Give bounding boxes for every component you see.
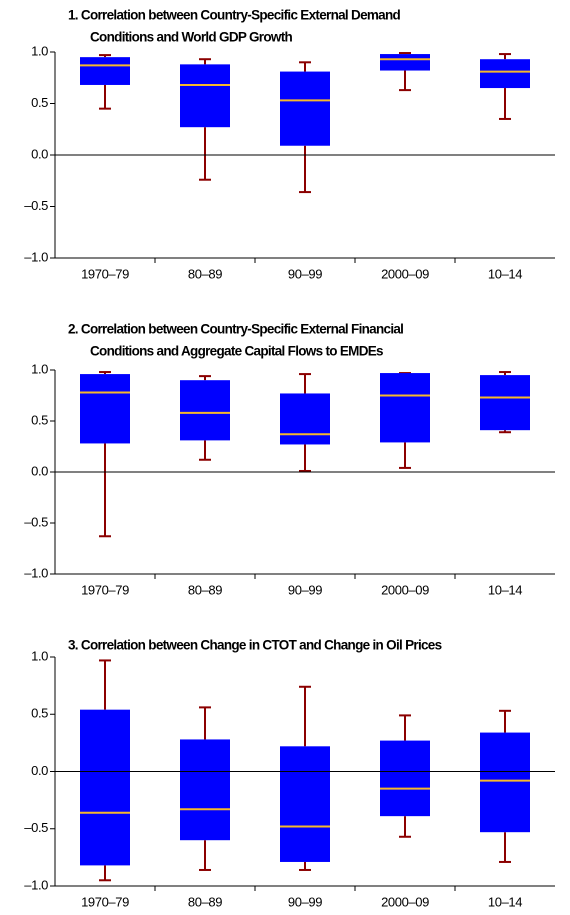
chart-title: 2. Correlation between Country-Specific … [68, 322, 403, 337]
box [180, 380, 230, 441]
chart-title: 1. Correlation between Country-Specific … [68, 8, 401, 23]
y-tick-label: 1.0 [31, 648, 48, 663]
y-tick-label: –1.0 [24, 877, 48, 892]
y-tick-label: 0.5 [31, 706, 48, 721]
box [280, 746, 330, 862]
box [480, 732, 530, 833]
box [80, 57, 130, 85]
y-tick-label: 1.0 [31, 43, 48, 58]
x-tick-label: 2000–09 [381, 266, 429, 281]
box [480, 375, 530, 431]
y-tick-label: 1.0 [31, 361, 48, 376]
chart-title: 3. Correlation between Change in CTOT an… [68, 638, 442, 653]
x-tick-label: 90–99 [288, 582, 322, 597]
chart-title: Conditions and World GDP Growth [90, 30, 292, 45]
box [380, 54, 430, 71]
box [380, 740, 430, 817]
y-tick-label: 0.0 [31, 463, 48, 478]
x-tick-label: 1970–79 [81, 894, 129, 909]
y-tick-label: 0.0 [31, 146, 48, 161]
y-tick-label: 0.0 [31, 763, 48, 778]
x-tick-label: 1970–79 [81, 582, 129, 597]
x-tick-label: 2000–09 [381, 894, 429, 909]
chart-title: Conditions and Aggregate Capital Flows t… [90, 344, 383, 359]
x-tick-label: 10–14 [488, 894, 522, 909]
x-tick-label: 1970–79 [81, 266, 129, 281]
y-tick-label: –0.5 [24, 198, 48, 213]
box [80, 374, 130, 444]
box [380, 373, 430, 443]
box [80, 709, 130, 866]
box [480, 59, 530, 89]
x-tick-label: 80–89 [188, 894, 222, 909]
y-tick-label: –1.0 [24, 565, 48, 580]
box [180, 64, 230, 128]
y-tick-label: –0.5 [24, 820, 48, 835]
y-tick-label: –0.5 [24, 514, 48, 529]
x-tick-label: 2000–09 [381, 582, 429, 597]
y-tick-label: –1.0 [24, 249, 48, 264]
box [180, 739, 230, 841]
x-tick-label: 90–99 [288, 266, 322, 281]
x-tick-label: 80–89 [188, 266, 222, 281]
x-tick-label: 80–89 [188, 582, 222, 597]
x-tick-label: 10–14 [488, 266, 522, 281]
x-tick-label: 10–14 [488, 582, 522, 597]
x-tick-label: 90–99 [288, 894, 322, 909]
box [280, 393, 330, 445]
box [280, 71, 330, 146]
y-tick-label: 0.5 [31, 412, 48, 427]
y-tick-label: 0.5 [31, 95, 48, 110]
